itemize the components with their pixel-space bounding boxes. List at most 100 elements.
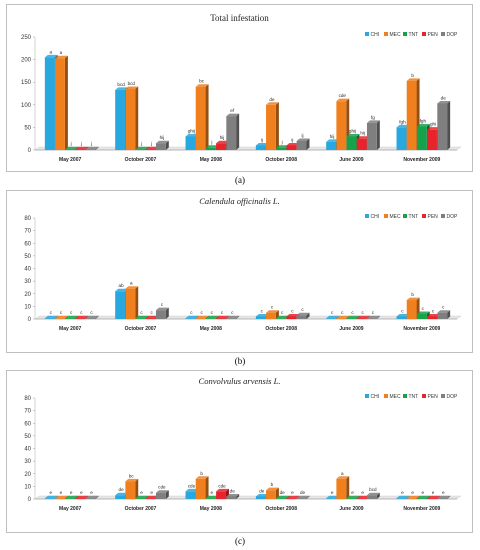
bar-significance-label: e <box>351 490 354 495</box>
bar-significance-label: ij <box>261 137 263 142</box>
caption-c: (c) <box>235 536 245 546</box>
bar-pen <box>356 138 367 150</box>
bar-chi <box>396 498 407 499</box>
bar-top <box>155 140 169 144</box>
bar-top <box>155 490 169 493</box>
bar-chi <box>326 498 337 499</box>
bar-significance-label: cde <box>188 483 196 488</box>
bar-significance-label: c <box>341 310 344 315</box>
chart-b-y-tick-label: 0 <box>28 317 32 323</box>
bar-significance-label: de <box>259 488 265 493</box>
bar-tnt <box>416 126 427 150</box>
bar-significance-label: cde <box>158 485 166 490</box>
legend-swatch-dop <box>441 214 445 218</box>
bar-chi <box>255 496 266 499</box>
chart-b-x-tick-label: May 2008 <box>200 326 222 332</box>
bar-side <box>236 113 240 150</box>
bar-significance-label: bc <box>129 473 135 478</box>
bar-pen <box>286 145 297 150</box>
bar-tnt <box>276 147 287 150</box>
bar-top <box>255 142 269 146</box>
legend-swatch-tnt <box>403 214 407 218</box>
bar-top <box>255 313 269 317</box>
bar-mec <box>125 481 136 499</box>
bar-significance-label: b <box>200 471 203 476</box>
bar-significance-label: e <box>361 490 364 495</box>
bar-significance-label: c <box>90 310 93 315</box>
bar-top <box>195 476 209 479</box>
bar-side <box>95 495 99 499</box>
bar-top <box>216 315 229 319</box>
chart-a-x-tick-label: November 2009 <box>403 157 440 163</box>
legend-label-chi: CHI <box>371 214 380 220</box>
bar-dop <box>366 318 377 319</box>
bar-significance-label: bcd <box>369 487 377 492</box>
legend-swatch-chi <box>365 214 369 218</box>
bar-dop <box>437 312 448 319</box>
legend-swatch-tnt <box>403 394 407 398</box>
bar-top <box>135 495 149 499</box>
bar-significance-label: e <box>70 490 73 495</box>
bar-side <box>447 100 451 150</box>
bar-side <box>447 310 451 319</box>
bar-significance-label: c <box>291 308 294 313</box>
bar-mec <box>336 318 347 319</box>
chart-c-x-tick-label: June 2009 <box>339 506 363 512</box>
bar-top <box>115 492 129 496</box>
bar-mec <box>266 312 276 319</box>
bar-top <box>336 98 350 102</box>
bar-significance-label: e <box>331 490 334 495</box>
bar-top <box>366 120 380 123</box>
bar-significance-label: c <box>401 308 404 313</box>
legend-label-pen: PEN <box>428 214 439 220</box>
legend-swatch-chi <box>365 394 369 398</box>
bar-tnt <box>276 498 287 499</box>
bar-significance-label: de <box>230 488 236 493</box>
bar-significance-label: a <box>49 49 52 54</box>
bar-significance-label: e <box>140 490 143 495</box>
bar-chi <box>44 498 55 499</box>
bar-tnt <box>416 498 427 499</box>
bar-mec <box>406 80 417 150</box>
bar-pen <box>145 149 156 150</box>
bar-significance-label: c <box>362 310 365 315</box>
chart-panel-b: Calendula officinalis L. 0 10 20 30 40 50 60 70 8… <box>6 190 473 353</box>
bar-significance-label: fgh <box>420 118 427 123</box>
bar-dop <box>296 498 307 499</box>
bar-side <box>64 55 68 150</box>
bar-significance-label: c <box>231 310 234 315</box>
bar-side <box>306 495 310 499</box>
legend-swatch-pen <box>422 394 426 398</box>
bar-tnt <box>135 149 146 150</box>
legend-swatch-dop <box>441 32 445 36</box>
legend-swatch-chi <box>365 32 369 36</box>
bar-dop <box>437 103 448 150</box>
bar-significance-label: j <box>150 141 152 146</box>
chart-a-x-tick-label: October 2008 <box>265 157 297 163</box>
bar-pen <box>75 498 86 499</box>
bar-top <box>356 136 370 139</box>
bar-top <box>266 487 279 491</box>
bar-significance-label: c <box>372 310 375 315</box>
chart-b-y-tick-label: 60 <box>24 241 31 247</box>
bar-top <box>255 493 269 497</box>
bar-significance-label: e <box>401 490 404 495</box>
chart-c-x-tick-label: October 2007 <box>125 506 157 512</box>
caption-b: (b) <box>234 356 246 366</box>
bar-significance-label: c <box>261 308 264 313</box>
legend-swatch-pen <box>422 32 426 36</box>
bar-significance-label: ij <box>291 137 293 142</box>
chart-c-x-tick-label: May 2008 <box>200 506 222 512</box>
chart-b-y-tick-label: 20 <box>24 292 31 298</box>
bar-chi <box>185 136 196 150</box>
bar-tnt <box>135 318 146 319</box>
bar-tnt <box>276 318 287 319</box>
bar-side <box>205 84 209 150</box>
chart-a-title: Total infestation <box>210 13 269 23</box>
bar-significance-label: e <box>150 490 153 495</box>
bar-top <box>326 495 340 499</box>
chart-b-x-tick-label: October 2007 <box>125 326 157 332</box>
chart-b-svg: Calendula officinalis L. 0 10 20 30 40 50 60 70 8… <box>24 196 462 332</box>
bar-pen <box>75 318 86 319</box>
chart-a-svg: Total infestation 0 50 100 150 200 250 a a j j j May… <box>21 13 462 163</box>
